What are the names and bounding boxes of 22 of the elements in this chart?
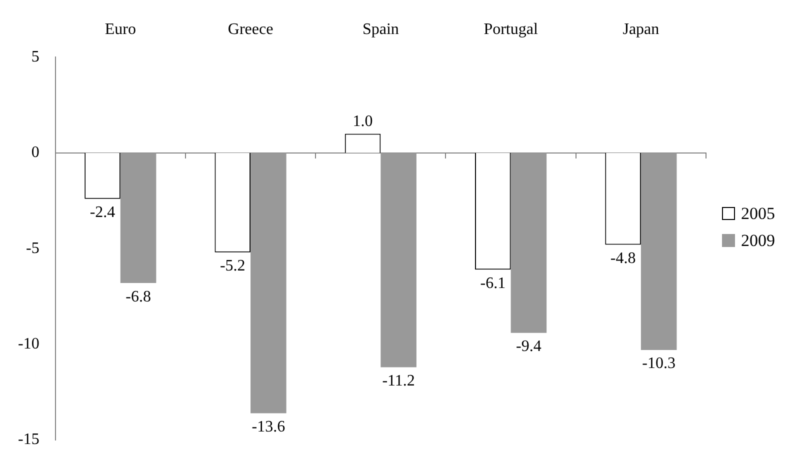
x-tick-label: Euro (104, 20, 136, 38)
legend-label: 2009 (741, 230, 775, 250)
x-tick-label: Japan (622, 20, 660, 38)
data-label: -6.8 (126, 288, 151, 306)
y-tick-label: -15 (18, 431, 40, 448)
data-label: -9.4 (516, 338, 542, 356)
y-tick-label: 5 (31, 48, 40, 66)
y-tick-label: -10 (18, 336, 40, 353)
data-label: 1.0 (352, 112, 373, 130)
data-label: -2.4 (90, 204, 116, 222)
data-label: -4.8 (610, 250, 636, 267)
x-tick-label: Portugal (484, 20, 538, 38)
data-label: -13.6 (252, 418, 286, 436)
x-tick-label: Greece (228, 20, 274, 38)
y-tick-label: -5 (26, 240, 40, 257)
data-label: -5.2 (220, 258, 246, 275)
data-label: -10.3 (642, 355, 676, 372)
data-label: -11.2 (382, 372, 415, 390)
text: 2005 (741, 204, 775, 224)
x-tick-label: Spain (362, 20, 399, 38)
y-tick-label: 0 (31, 144, 40, 162)
data-label: -6.1 (480, 274, 506, 292)
